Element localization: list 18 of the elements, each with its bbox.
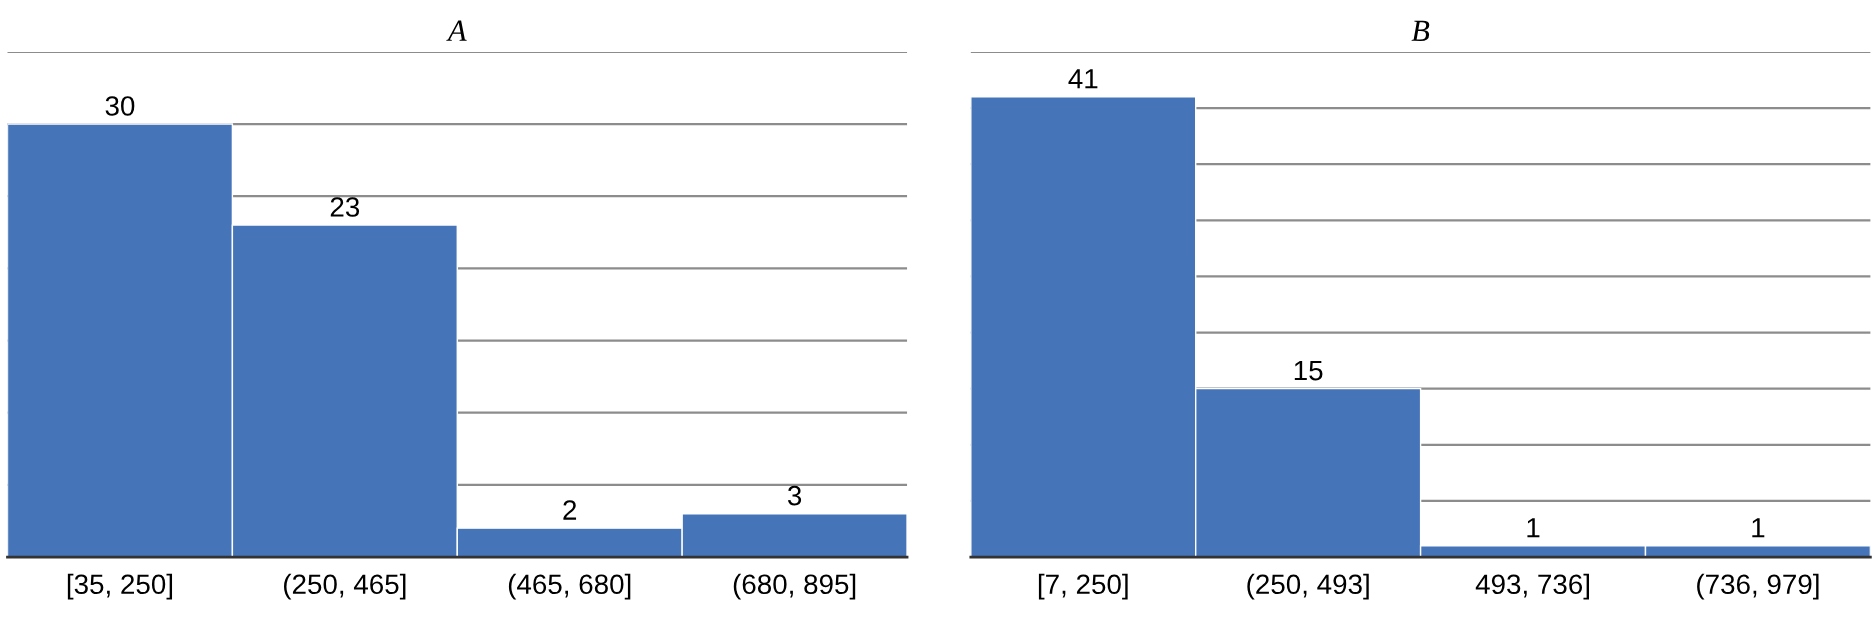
data-label: 15	[1294, 361, 1323, 381]
x-tick-label: (465, 680]	[508, 573, 631, 600]
chart-title: A	[446, 20, 467, 41]
data-label: 23	[330, 197, 360, 217]
x-tick-label: [7, 250]	[1038, 573, 1128, 600]
data-label: 41	[1068, 69, 1098, 89]
x-tick-label: (680, 895]	[733, 573, 856, 600]
data-label: 1	[1752, 518, 1765, 538]
data-label: 2	[563, 500, 577, 520]
x-tick-label: (736, 979]	[1697, 573, 1819, 600]
x-tick-label: [35, 250]	[67, 573, 173, 600]
data-label: 3	[787, 485, 802, 506]
x-tick-label: 493, 736]	[1475, 573, 1589, 600]
data-label: 1	[1527, 518, 1540, 538]
data-label: 30	[105, 96, 135, 116]
x-tick-label: (250, 465]	[284, 573, 406, 600]
x-tick-label: (250, 493]	[1247, 573, 1369, 600]
chart-title: B	[1411, 20, 1430, 41]
